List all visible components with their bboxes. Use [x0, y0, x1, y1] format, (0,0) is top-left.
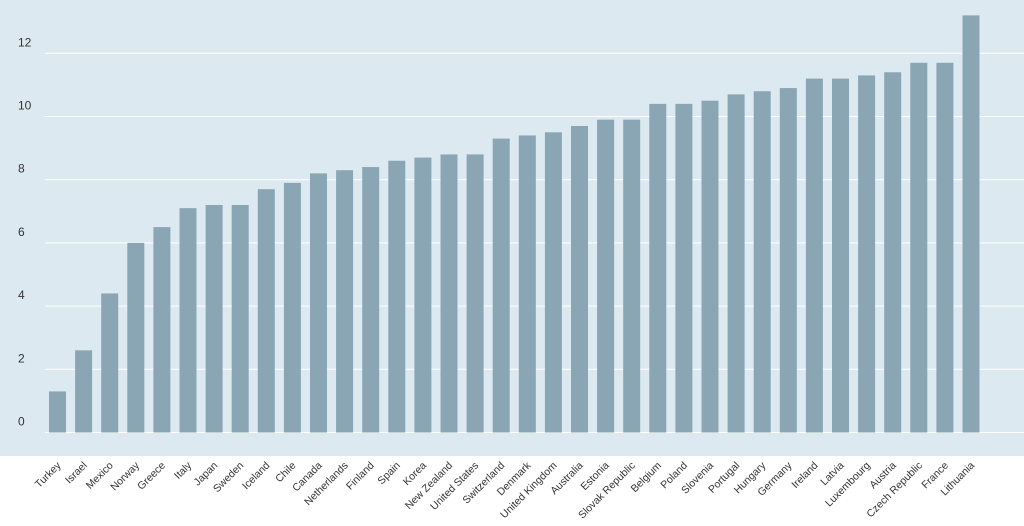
plot-background — [0, 0, 1024, 456]
bar — [75, 350, 93, 433]
y-tick-label: 2 — [18, 351, 25, 365]
bar — [127, 242, 145, 433]
bar — [727, 94, 745, 433]
y-tick-label: 0 — [18, 415, 25, 429]
x-tick-label: Greece — [135, 460, 168, 493]
bar — [283, 182, 301, 433]
x-tick-label: Spain — [375, 460, 403, 488]
bar — [884, 72, 902, 433]
x-tick-label: Turkey — [33, 459, 64, 490]
bar — [440, 154, 458, 433]
bar — [649, 103, 667, 433]
bar — [231, 204, 249, 433]
bar — [571, 125, 588, 433]
bar — [910, 62, 928, 433]
bar — [779, 88, 797, 433]
bar — [544, 132, 562, 433]
bar — [936, 62, 954, 433]
bar — [466, 154, 484, 433]
y-tick-label: 12 — [18, 35, 32, 49]
bar — [153, 227, 171, 433]
bar — [675, 103, 693, 433]
y-tick-label: 8 — [18, 162, 25, 176]
bar — [205, 204, 223, 433]
y-tick-label: 6 — [18, 225, 25, 239]
bar — [49, 391, 66, 433]
x-tick-label: Finland — [344, 460, 377, 493]
x-tick-label: Norway — [108, 459, 142, 493]
x-tick-label: Ireland — [789, 460, 820, 491]
x-tick-label: Italy — [172, 459, 195, 482]
bar — [362, 167, 380, 433]
bar — [179, 208, 197, 433]
bar — [492, 138, 510, 433]
bar — [414, 157, 432, 433]
bar — [310, 173, 327, 433]
bar — [701, 100, 719, 433]
bar — [962, 15, 980, 433]
bar — [388, 160, 406, 433]
bars — [49, 15, 980, 433]
y-tick-label: 4 — [18, 288, 25, 302]
bar — [832, 78, 849, 433]
bar — [257, 189, 275, 433]
y-tick-label: 10 — [18, 99, 32, 113]
bar — [101, 293, 119, 433]
x-tick-label: Iceland — [240, 460, 273, 493]
bar — [753, 91, 771, 433]
bar — [518, 135, 536, 433]
bar — [805, 78, 823, 433]
bar — [597, 119, 615, 433]
bar — [336, 170, 354, 433]
y-axis-ticks: 0 2 4 6 8 10 12 — [18, 35, 32, 428]
bar — [623, 119, 641, 433]
bar — [858, 75, 876, 433]
